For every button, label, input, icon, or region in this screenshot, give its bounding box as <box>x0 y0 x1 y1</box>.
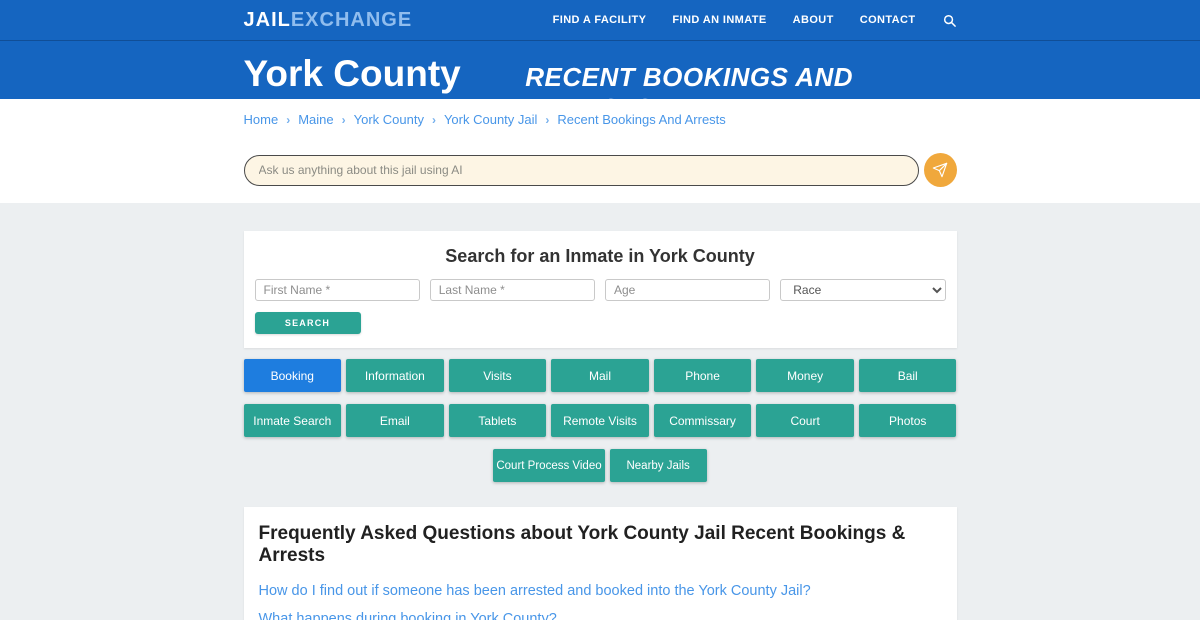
ai-ask-input[interactable] <box>243 154 919 186</box>
chevron-right-icon: › <box>286 112 291 127</box>
breadcrumb-ai-section: Home › Maine › York County › York County… <box>0 99 1200 203</box>
age-field[interactable] <box>605 279 771 301</box>
first-name-field[interactable] <box>254 279 420 301</box>
nav-links: FIND A FACILITY FIND AN INMATE ABOUT CON… <box>553 13 957 28</box>
top-nav-bar: JAILEXCHANGE FIND A FACILITY FIND AN INM… <box>0 0 1200 40</box>
inmate-search-card: Search for an Inmate in York County Race… <box>243 231 957 348</box>
faq-links: How do I find out if someone has been ar… <box>259 583 942 620</box>
breadcrumb-home[interactable]: Home <box>243 112 279 127</box>
nav-find-an-inmate[interactable]: FIND AN INMATE <box>672 14 767 26</box>
nav-find-a-facility[interactable]: FIND A FACILITY <box>552 14 647 26</box>
paper-plane-icon <box>932 162 948 178</box>
faq-question-booking-process[interactable]: What happens during booking in York Coun… <box>258 611 557 620</box>
breadcrumb-york-county[interactable]: York County <box>353 112 424 127</box>
breadcrumb-york-county-jail[interactable]: York County Jail <box>443 112 538 127</box>
tab-email[interactable]: Email <box>346 404 444 437</box>
tab-nearby-jails[interactable]: Nearby Jails <box>609 449 707 482</box>
ai-send-button[interactable] <box>923 153 957 187</box>
breadcrumb-recent-bookings[interactable]: Recent Bookings And Arrests <box>557 112 726 127</box>
page-banner: York County Jail RECENT BOOKINGS AND ARR… <box>0 40 1200 144</box>
tab-information[interactable]: Information <box>346 359 444 392</box>
page-title: York County Jail <box>243 53 461 144</box>
nav-about[interactable]: ABOUT <box>792 14 834 26</box>
quick-links-row3: Court Process Video Nearby Jails <box>244 449 957 482</box>
tab-commissary[interactable]: Commissary <box>653 404 752 437</box>
breadcrumb-maine[interactable]: Maine <box>298 112 334 127</box>
last-name-field[interactable] <box>429 279 595 301</box>
search-icon[interactable] <box>942 13 957 28</box>
tab-money[interactable]: Money <box>756 359 854 392</box>
logo-exchange-text: EXCHANGE <box>290 8 413 31</box>
inmate-search-title: Search for an Inmate in York County <box>445 246 755 266</box>
faq-question-arrested-booked[interactable]: How do I find out if someone has been ar… <box>258 583 811 599</box>
chevron-right-icon: › <box>341 112 346 127</box>
tab-booking[interactable]: Booking <box>243 359 342 392</box>
tab-inmate-search[interactable]: Inmate Search <box>243 404 342 437</box>
page-subtitle: RECENT BOOKINGS AND ARRESTS <box>525 62 854 123</box>
nav-contact[interactable]: CONTACT <box>859 14 916 26</box>
race-select[interactable]: Race <box>780 279 946 301</box>
tab-court[interactable]: Court <box>756 404 854 437</box>
chevron-right-icon: › <box>545 112 550 127</box>
faq-card: Frequently Asked Questions about York Co… <box>243 507 957 620</box>
logo-jail-text: JAIL <box>243 8 291 31</box>
quick-links-grid: Booking Information Visits Mail Phone Mo… <box>243 359 957 437</box>
tab-mail[interactable]: Mail <box>551 359 649 392</box>
tab-visits[interactable]: Visits <box>448 359 547 392</box>
breadcrumb: Home › Maine › York County › York County… <box>244 112 957 127</box>
inmate-search-fields: Race <box>254 279 946 301</box>
site-logo[interactable]: JAILEXCHANGE <box>244 9 413 32</box>
tab-tablets[interactable]: Tablets <box>448 404 547 437</box>
tab-photos[interactable]: Photos <box>858 404 957 437</box>
tab-bail[interactable]: Bail <box>858 359 957 392</box>
faq-title: Frequently Asked Questions about York Co… <box>258 523 906 566</box>
ai-ask-row <box>243 153 957 187</box>
tab-phone[interactable]: Phone <box>653 359 752 392</box>
tab-court-process-video[interactable]: Court Process Video <box>493 449 605 482</box>
chevron-right-icon: › <box>431 112 436 127</box>
tab-remote-visits[interactable]: Remote Visits <box>551 404 649 437</box>
search-button[interactable]: SEARCH <box>254 312 361 334</box>
